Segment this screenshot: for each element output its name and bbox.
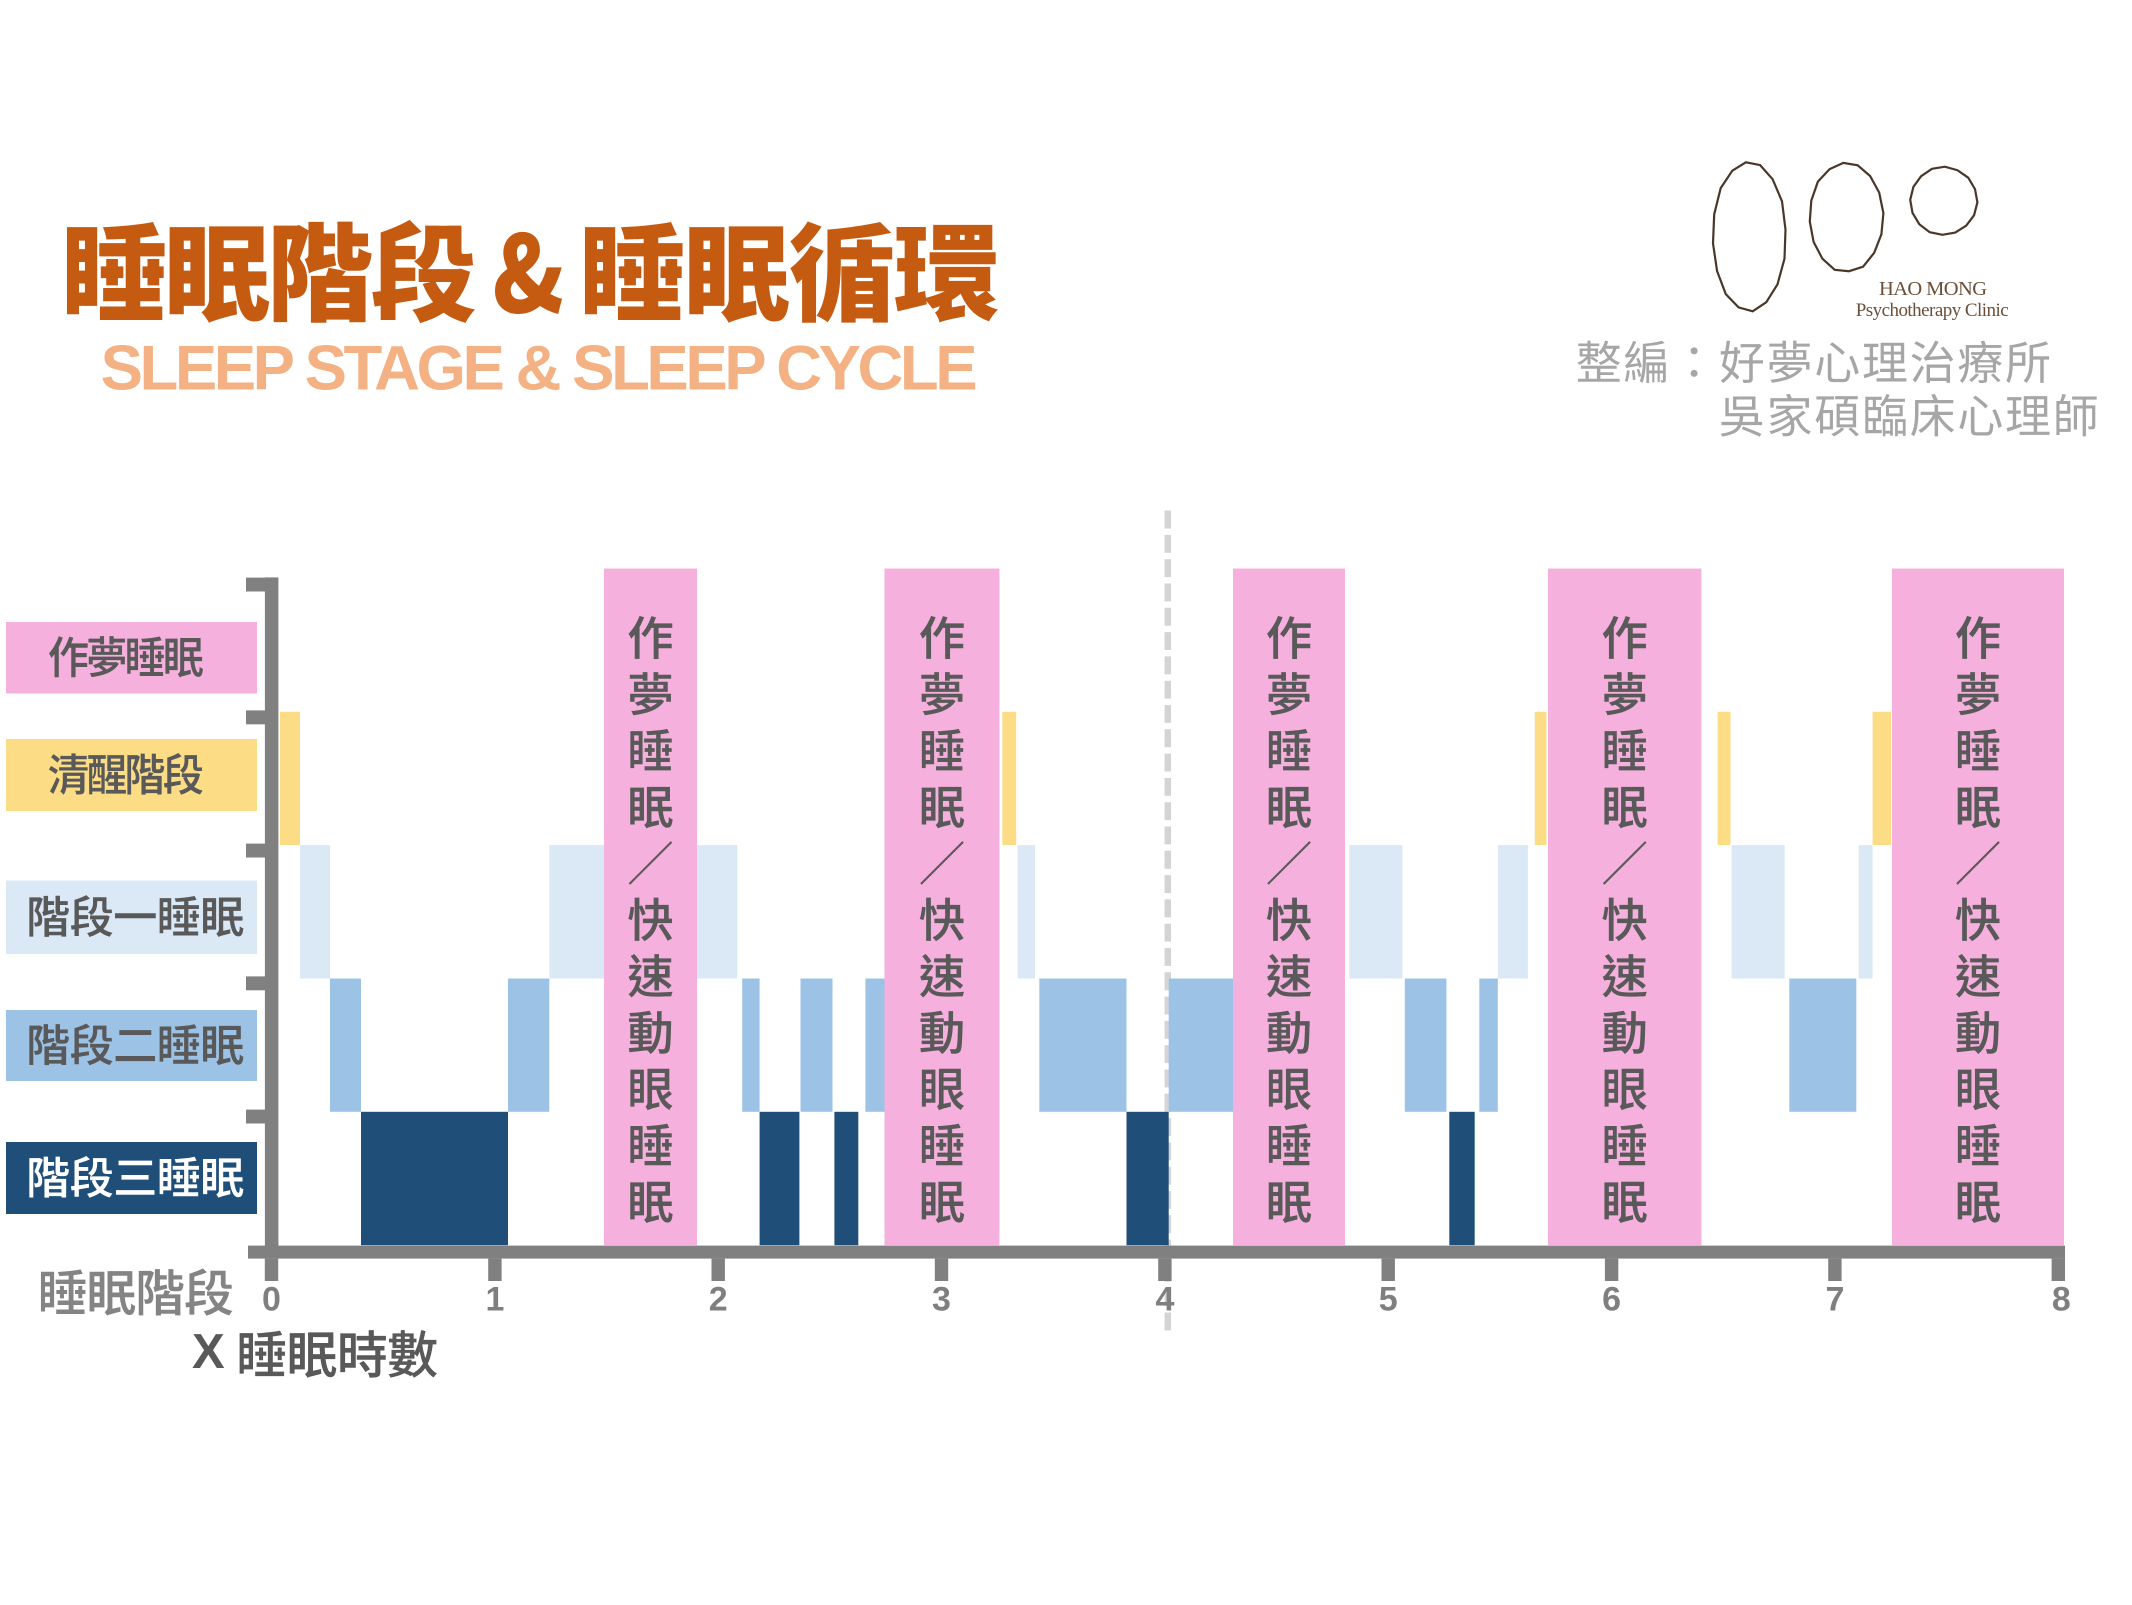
svg-text:0: 0 bbox=[262, 1281, 281, 1319]
svg-text:X: X bbox=[192, 1325, 225, 1379]
svg-text:Psychotherapy Clinic: Psychotherapy Clinic bbox=[1856, 300, 2009, 321]
svg-text:6: 6 bbox=[1602, 1281, 1621, 1319]
svg-text:4: 4 bbox=[1155, 1281, 1174, 1319]
svg-text:SLEEP STAGE & SLEEP CYCLE: SLEEP STAGE & SLEEP CYCLE bbox=[101, 334, 978, 404]
svg-text:8: 8 bbox=[2052, 1281, 2071, 1319]
svg-text:7: 7 bbox=[1826, 1281, 1845, 1319]
svg-text:5: 5 bbox=[1379, 1281, 1398, 1319]
svg-text:1: 1 bbox=[485, 1281, 504, 1319]
svg-text:HAO MONG: HAO MONG bbox=[1879, 278, 1987, 300]
svg-text:2: 2 bbox=[709, 1281, 728, 1319]
svg-text:3: 3 bbox=[932, 1281, 951, 1319]
